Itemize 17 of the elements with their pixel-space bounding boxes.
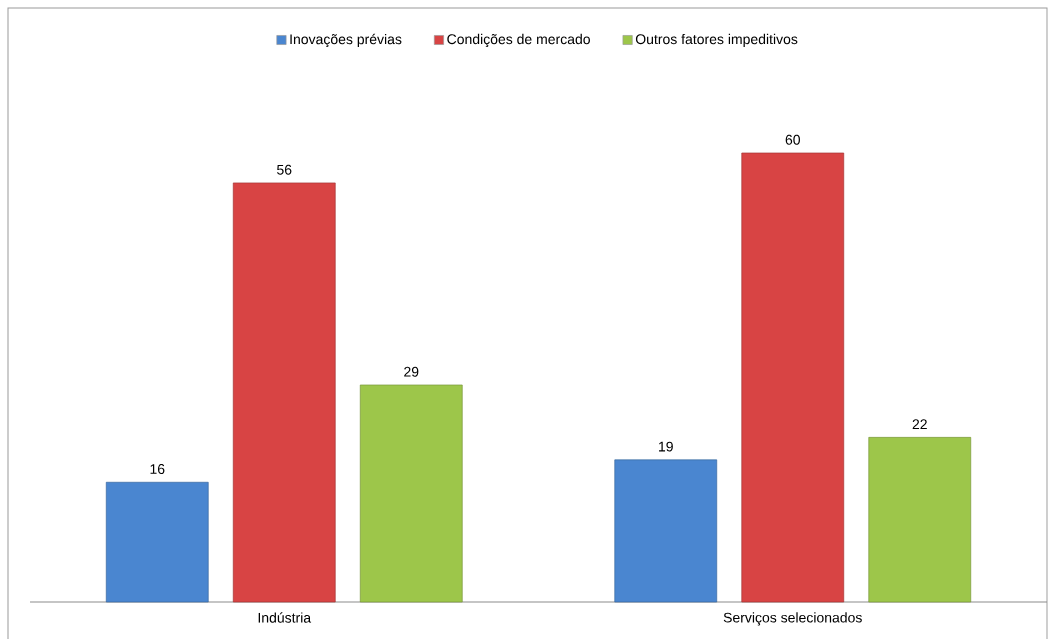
data-label: 19 <box>659 441 673 452</box>
data-label: 29 <box>404 366 419 377</box>
bar <box>105 481 209 603</box>
bar <box>614 459 718 603</box>
bar <box>741 152 845 603</box>
bar <box>359 384 463 603</box>
data-label: 56 <box>277 164 292 175</box>
legend-label: Outros fatores impeditivos <box>635 33 798 47</box>
x-tick-label: Serviços selecionados <box>723 612 862 626</box>
bar <box>868 437 972 603</box>
data-label: 22 <box>912 419 927 430</box>
legend-label: Condições de mercado <box>447 33 590 47</box>
data-label: 16 <box>150 464 165 475</box>
x-tick-label: Indústria <box>258 612 312 623</box>
bar <box>232 182 336 603</box>
legend-label: Inovações prévias <box>290 33 402 48</box>
data-label: 60 <box>785 134 800 145</box>
